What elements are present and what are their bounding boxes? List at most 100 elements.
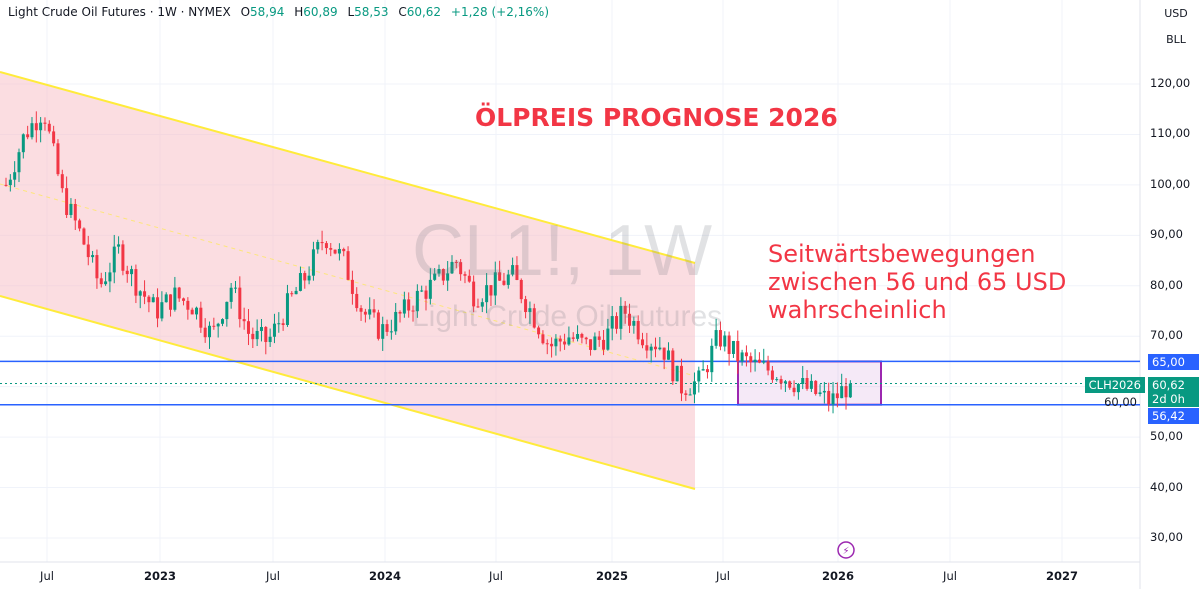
candle-body [524, 299, 528, 313]
candle-body [190, 309, 194, 315]
candle-body [255, 330, 259, 340]
open-label: O [240, 5, 251, 19]
candle-body [831, 393, 835, 405]
candle-body [21, 134, 25, 153]
candle-body [320, 241, 324, 244]
candle-body [355, 293, 359, 309]
candle-body [82, 228, 86, 245]
candle-body [645, 345, 649, 351]
candle-body [554, 338, 558, 347]
x-tick-label: 2023 [143, 569, 177, 583]
candle-body [511, 265, 515, 275]
candle-body [368, 309, 372, 315]
candle-body [528, 308, 532, 313]
candle-body [117, 244, 121, 247]
candle-body [259, 327, 263, 331]
candle-body [316, 241, 320, 250]
candle-body [770, 370, 774, 380]
countdown: 2d 0h [1152, 392, 1185, 406]
change-value: +1,28 (+2,16%) [450, 5, 550, 19]
candle-body [121, 244, 125, 271]
candle-body [65, 188, 69, 215]
channel-mid-line [0, 183, 696, 377]
symbol-name: Light Crude Oil Futures · 1W · NYMEX [8, 5, 231, 19]
candle-body [303, 273, 307, 281]
y-tick-label: 100,00 [1150, 176, 1191, 191]
candle-body [519, 279, 523, 300]
candle-body [437, 269, 441, 274]
watermark-ticker: CL1!, 1W [412, 211, 713, 291]
last-price: 60,62 [1152, 378, 1185, 392]
candle-body [195, 307, 199, 315]
candle-body [675, 365, 679, 382]
candle-body [615, 316, 619, 329]
candle-body [498, 272, 502, 281]
candle-body [43, 122, 47, 124]
annotation-note: Seitwärtsbewegungen zwischen 56 und 65 U… [768, 240, 1066, 324]
y-tick-label: 110,00 [1150, 126, 1191, 141]
candle-body [95, 255, 99, 279]
candle-body [285, 293, 289, 325]
candle-body [108, 272, 112, 282]
candle-body [233, 287, 237, 289]
candle-body [298, 273, 302, 291]
candle-body [272, 323, 276, 337]
candle-body [844, 386, 848, 398]
candle-body [714, 330, 718, 346]
candle-body [589, 339, 593, 350]
candle-body [39, 122, 43, 131]
candle-body [567, 337, 571, 345]
candle-body [602, 339, 606, 350]
candle-body [177, 287, 181, 299]
candle-body [433, 273, 437, 280]
candle-body [4, 184, 8, 186]
candle-body [329, 248, 333, 250]
candle-body [545, 343, 549, 345]
candle-body [580, 334, 584, 338]
candle-body [169, 294, 173, 310]
candle-body [623, 305, 627, 314]
candle-body [779, 379, 783, 384]
candle-body [229, 287, 233, 302]
candle-body [788, 381, 792, 388]
candle-body [459, 262, 463, 275]
level-tag-lower: 56,42 [1148, 408, 1199, 424]
candle-body [848, 383, 852, 398]
candle-body [671, 350, 675, 382]
candle-body [78, 220, 82, 229]
candle-body [381, 324, 385, 339]
candle-body [251, 333, 255, 340]
candle-body [238, 287, 242, 320]
candle-body [697, 370, 701, 382]
candle-body [550, 343, 554, 347]
candle-body [801, 377, 805, 384]
x-tick-label: Jul [489, 569, 503, 583]
candle-body [658, 347, 662, 350]
candle-body [441, 269, 445, 281]
x-tick-label: Jul [266, 569, 280, 583]
candle-body [160, 302, 164, 319]
candle-body [385, 324, 389, 332]
candle-body [394, 311, 398, 332]
candle-body [398, 311, 402, 314]
candle-body [164, 294, 168, 303]
candle-body [225, 301, 229, 320]
candle-body [34, 123, 38, 131]
candle-body [156, 297, 160, 319]
x-tick-label: Jul [943, 569, 957, 583]
candle-body [407, 299, 411, 311]
candle-body [47, 123, 51, 132]
candle-body [480, 302, 484, 307]
candle-body [372, 309, 376, 313]
candle-body [493, 272, 497, 296]
currency-button[interactable]: USD [1164, 7, 1188, 20]
open-value: 58,94 [250, 5, 285, 19]
note-line: Seitwärtsbewegungen [768, 240, 1036, 268]
event-icon [837, 541, 855, 559]
unit-button[interactable]: BLL [1166, 33, 1186, 46]
candle-body [99, 278, 103, 285]
candle-body [606, 328, 610, 350]
candle-body [796, 383, 800, 393]
candle-body [350, 279, 354, 294]
